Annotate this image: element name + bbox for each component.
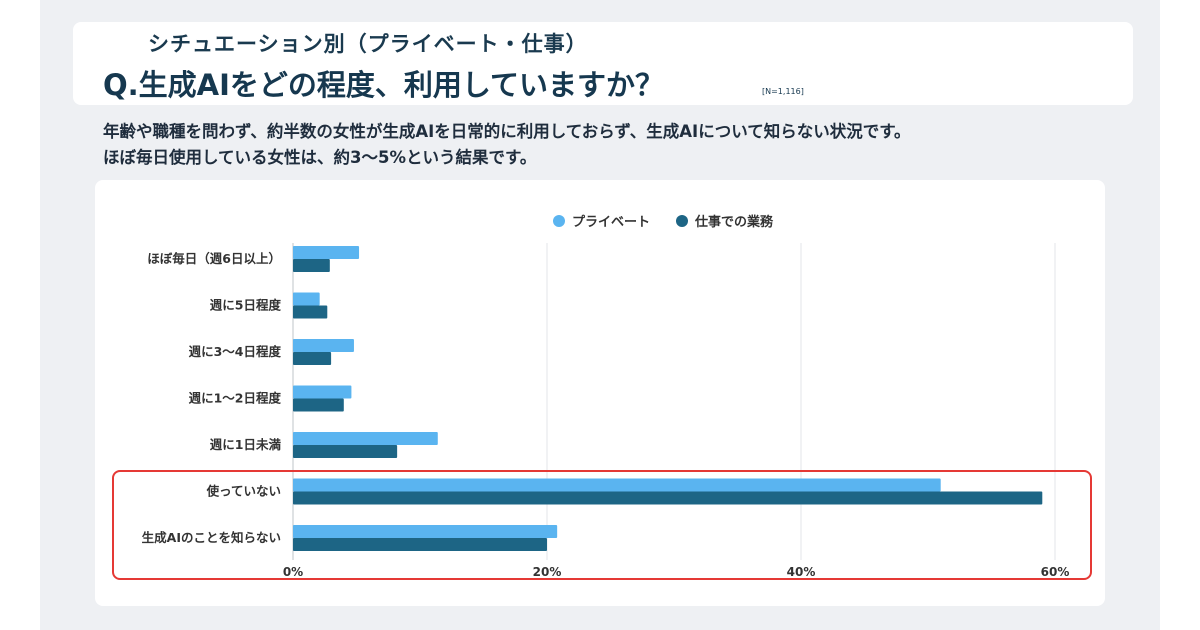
- bar-work: [293, 259, 330, 272]
- category-label: 週に5日程度: [210, 298, 282, 313]
- bar-work: [293, 398, 344, 412]
- bar-private: [293, 385, 352, 399]
- category-label: 週に1日未満: [210, 437, 282, 452]
- bar-work: [293, 491, 1043, 505]
- category-label: 週に3～4日程度: [189, 344, 282, 359]
- bar-private: [293, 478, 941, 492]
- sample-size-note: [N=1,116]: [762, 87, 804, 96]
- title-card: [73, 22, 1133, 105]
- x-tick-label: 0%: [283, 565, 303, 579]
- bar-private: [293, 432, 438, 445]
- legend-label-private: プライベート: [572, 215, 651, 230]
- x-tick-label: 40%: [787, 565, 816, 579]
- legend-swatch-private: [553, 214, 565, 227]
- x-tick-label: 20%: [533, 565, 562, 579]
- legend-item-private: プライベート: [553, 211, 650, 230]
- bar-work: [293, 352, 332, 365]
- bar-private: [293, 246, 360, 259]
- description: 年齢や職種を問わず、約半数の女性が生成AIを日常的に利用しておらず、生成AIにつ…: [103, 119, 1113, 171]
- category-label: 生成AIのことを知らない: [142, 530, 281, 545]
- bar-work: [293, 305, 328, 319]
- description-line-2: ほぼ毎日使用している女性は、約3〜5%という結果です。: [103, 148, 537, 167]
- bar-private: [293, 525, 558, 538]
- x-tick-label: 60%: [1041, 565, 1070, 579]
- bar-work: [293, 538, 547, 551]
- legend-swatch-work: [676, 214, 689, 227]
- legend-item-work: 仕事での業務: [676, 211, 773, 230]
- bar-private: [293, 292, 320, 306]
- category-label: ほぼ毎日（週6日以上）: [147, 251, 281, 266]
- bar-work: [293, 445, 398, 458]
- chart-subtitle: シチュエーション別（プライベート・仕事）: [148, 32, 588, 56]
- description-line-1: 年齢や職種を問わず、約半数の女性が生成AIを日常的に利用しておらず、生成AIにつ…: [103, 122, 911, 141]
- category-label: 使っていない: [206, 484, 281, 499]
- highlight-box: [112, 470, 1092, 580]
- category-label: 週に1～2日程度: [189, 391, 282, 406]
- question-title: Q.生成AIをどの程度、利用していますか？: [103, 68, 665, 102]
- chart-card: 0% 20% 40% 60% ほぼ毎日（週6日以上） 週に5日程度週に3～4日程度 週に1～…: [95, 180, 1105, 606]
- chart-legend: プライベート 仕事での業務: [553, 211, 799, 230]
- bar-private: [293, 339, 354, 352]
- bar-chart: 0% 20% 40% 60% ほぼ毎日（週6日以上） 週に5日程度週に3～4日程度週に1～…: [142, 243, 1070, 579]
- legend-label-work: 仕事での業務: [695, 215, 774, 230]
